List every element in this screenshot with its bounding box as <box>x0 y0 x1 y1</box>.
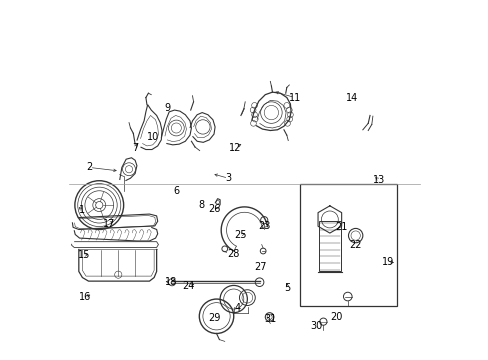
Text: 21: 21 <box>334 222 347 231</box>
Text: 30: 30 <box>309 321 322 331</box>
Text: 6: 6 <box>173 186 179 196</box>
Text: 25: 25 <box>234 230 246 239</box>
Text: 13: 13 <box>372 175 385 185</box>
Text: 9: 9 <box>164 103 170 113</box>
Text: 11: 11 <box>288 93 300 103</box>
Text: 3: 3 <box>225 173 231 183</box>
Text: 16: 16 <box>79 292 91 302</box>
Text: 4: 4 <box>234 303 240 314</box>
Text: 7: 7 <box>132 143 138 153</box>
Text: 12: 12 <box>229 143 241 153</box>
Text: 31: 31 <box>264 314 276 324</box>
Text: 24: 24 <box>183 281 195 291</box>
Text: 8: 8 <box>198 200 204 210</box>
Text: 19: 19 <box>381 257 393 267</box>
Bar <box>300 184 396 306</box>
Text: 28: 28 <box>227 248 240 258</box>
Text: 14: 14 <box>345 93 358 103</box>
Bar <box>319 221 340 271</box>
Text: 2: 2 <box>86 162 93 172</box>
Text: 1: 1 <box>79 206 85 216</box>
Text: 18: 18 <box>164 277 177 287</box>
Text: 20: 20 <box>329 312 342 322</box>
Text: 10: 10 <box>146 132 159 142</box>
Text: 17: 17 <box>102 219 115 229</box>
Text: 22: 22 <box>349 240 361 250</box>
Text: 15: 15 <box>78 250 90 260</box>
Text: 29: 29 <box>207 313 220 323</box>
Text: 23: 23 <box>258 221 270 231</box>
Text: 26: 26 <box>207 204 220 215</box>
Text: 27: 27 <box>254 262 266 272</box>
Text: 5: 5 <box>284 283 290 293</box>
